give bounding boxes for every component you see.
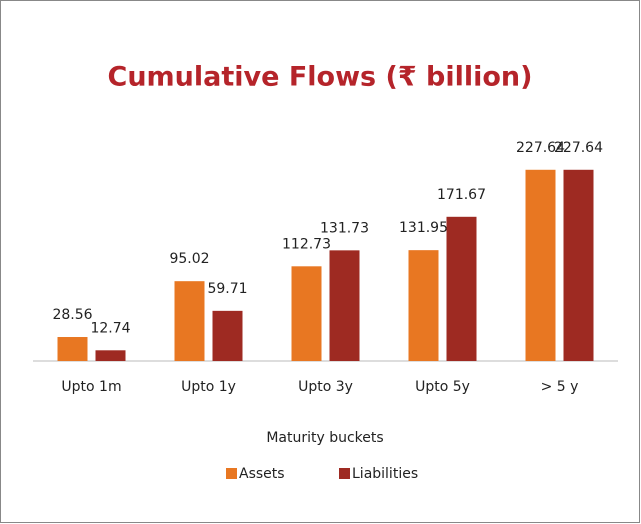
data-label: 95.02 xyxy=(169,251,209,267)
legend-swatch xyxy=(226,468,237,479)
data-label: 171.67 xyxy=(437,187,486,203)
data-label: 12.74 xyxy=(90,320,130,336)
legend-swatch xyxy=(339,468,350,479)
x-tick-label: Upto 5y xyxy=(415,379,470,395)
data-label: 131.95 xyxy=(399,220,448,236)
x-axis-title: Maturity buckets xyxy=(266,430,383,446)
legend-label: Assets xyxy=(239,466,285,482)
bar xyxy=(174,281,205,361)
bar xyxy=(563,169,594,361)
x-tick-label: Upto 3y xyxy=(298,379,353,395)
bar xyxy=(525,169,556,361)
data-label: 227.64 xyxy=(516,140,565,156)
bar xyxy=(57,337,88,361)
bar xyxy=(408,250,439,361)
bar xyxy=(95,350,126,361)
x-tick-label: Upto 1m xyxy=(61,379,121,395)
data-label: 227.64 xyxy=(554,140,603,156)
data-label: 59.71 xyxy=(207,281,247,297)
x-tick-label: > 5 y xyxy=(541,379,579,395)
legend-label: Liabilities xyxy=(352,466,418,482)
data-label: 112.73 xyxy=(282,236,331,252)
bar xyxy=(446,216,477,361)
bar xyxy=(291,266,322,361)
chart-title: Cumulative Flows (₹ billion) xyxy=(108,62,533,93)
bar xyxy=(212,310,243,361)
data-label: 131.73 xyxy=(320,220,369,236)
bar xyxy=(329,250,360,361)
data-label: 28.56 xyxy=(52,307,92,323)
x-tick-label: Upto 1y xyxy=(181,379,236,395)
